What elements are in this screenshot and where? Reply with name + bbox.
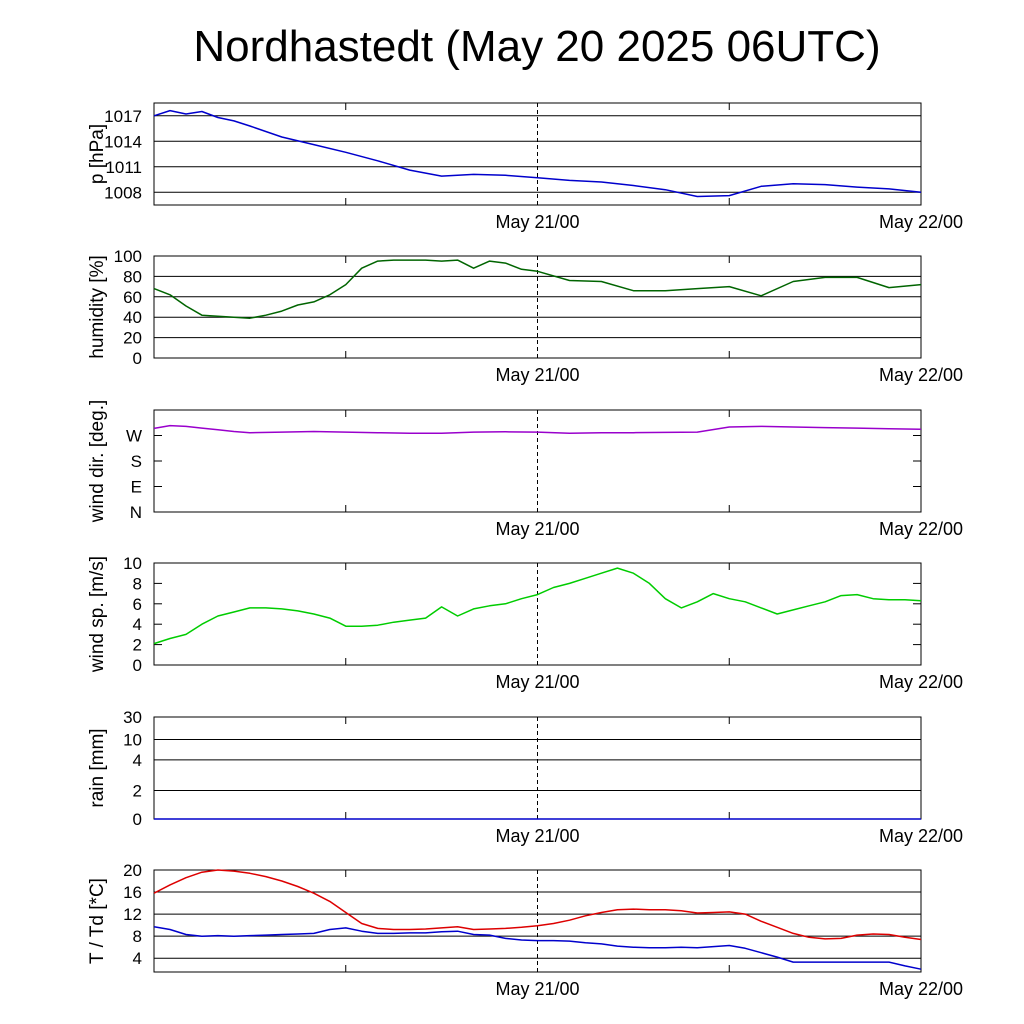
x-tick-label: May 22/00: [879, 365, 963, 385]
y-tick-label: 8: [133, 927, 142, 946]
y-tick-label: 2: [133, 781, 142, 800]
x-tick-label: May 22/00: [879, 979, 963, 999]
y-tick-label: 1017: [104, 107, 142, 126]
series-line: [153, 869, 922, 941]
x-tick-label: May 22/00: [879, 826, 963, 846]
y-tick-label: 4: [133, 949, 142, 968]
y-axis-label: rain [mm]: [87, 728, 108, 807]
y-tick-label: 4: [133, 751, 142, 770]
y-axis-label: wind dir. [deg.]: [87, 400, 108, 524]
y-tick-label: 1014: [104, 132, 142, 151]
x-tick-label: May 22/00: [879, 212, 963, 232]
series-line: [153, 926, 922, 970]
y-tick-label: 40: [123, 308, 142, 327]
series-line: [153, 424, 922, 434]
y-tick-label: 20: [123, 861, 142, 880]
y-axis-label: T / Td [*C]: [87, 878, 108, 964]
x-tick-label: May 21/00: [495, 212, 579, 232]
y-tick-label: 1008: [104, 183, 142, 202]
series-line: [153, 109, 922, 198]
y-tick-label: 6: [133, 595, 142, 614]
y-tick-label: 0: [133, 349, 142, 368]
series-line: [153, 259, 922, 319]
y-tick-label: 2: [133, 636, 142, 655]
y-tick-label: 10: [123, 554, 142, 573]
x-tick-label: May 21/00: [495, 519, 579, 539]
y-tick-label: 10: [123, 730, 142, 749]
y-tick-label: 30: [123, 708, 142, 727]
x-tick-label: May 22/00: [879, 519, 963, 539]
y-tick-label: 16: [123, 883, 142, 902]
y-axis-label: p [hPa]: [87, 124, 108, 184]
y-tick-label: 20: [123, 329, 142, 348]
y-tick-label: W: [126, 427, 142, 446]
y-axis-label: humidity [%]: [87, 255, 108, 358]
y-tick-label: 0: [133, 810, 142, 829]
y-tick-label: 80: [123, 267, 142, 286]
y-tick-label: 100: [114, 247, 142, 266]
y-axis-label: wind sp. [m/s]: [87, 556, 108, 673]
y-tick-label: N: [130, 503, 142, 522]
y-tick-label: 60: [123, 288, 142, 307]
series-line: [153, 567, 922, 645]
y-tick-label: 0: [133, 656, 142, 675]
x-tick-label: May 21/00: [495, 365, 579, 385]
y-tick-label: 8: [133, 574, 142, 593]
x-tick-label: May 21/00: [495, 826, 579, 846]
x-tick-label: May 21/00: [495, 672, 579, 692]
y-tick-label: S: [131, 452, 142, 471]
y-tick-label: 12: [123, 905, 142, 924]
y-tick-label: E: [131, 478, 142, 497]
y-tick-label: 1011: [105, 158, 142, 177]
y-tick-label: 4: [133, 615, 142, 634]
chart-title: Nordhastedt (May 20 2025 06UTC): [193, 22, 881, 71]
x-tick-label: May 21/00: [495, 979, 579, 999]
x-tick-label: May 22/00: [879, 672, 963, 692]
